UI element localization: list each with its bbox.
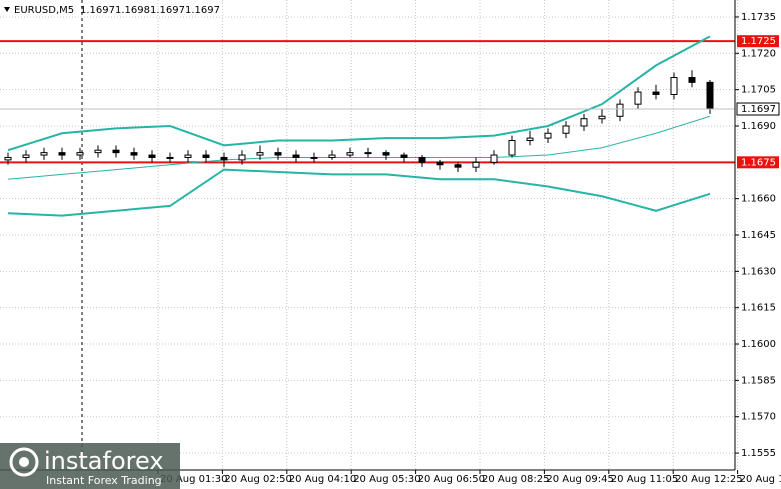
level-label-box <box>737 35 779 48</box>
grid <box>0 0 739 470</box>
watermark-logo-dot <box>19 457 29 467</box>
candle-body <box>76 152 84 156</box>
candle-body <box>148 154 156 158</box>
candle-body <box>220 156 228 161</box>
y-tick-label: 1.1735 <box>741 12 776 23</box>
candle-body <box>130 152 138 156</box>
candle-body <box>580 118 588 127</box>
candle-body <box>670 77 678 95</box>
candle-body <box>454 164 462 168</box>
header-values: 1.1697 1.1698 1.1697 1.1697 <box>80 5 220 16</box>
candle-body <box>544 132 552 139</box>
candle-body <box>598 115 606 120</box>
bollinger-band <box>7 115 711 180</box>
candle-body <box>436 161 444 166</box>
candle-body <box>238 154 246 161</box>
candle-body <box>40 152 48 156</box>
candle-body <box>4 156 12 161</box>
x-tick-label: 20 Aug 05:30 <box>353 474 420 485</box>
last-price-box <box>736 102 780 116</box>
candle-body <box>562 125 570 134</box>
axis-labels: 1.1735 1.1720 1.1705 1.1690 1.1660 1.1645 1.16… <box>157 12 781 485</box>
watermark: instaforex Instant Forex Trading <box>0 443 180 489</box>
x-tick-label: 20 Aug 02:50 <box>224 474 291 485</box>
candle-body <box>706 81 714 110</box>
candle-body <box>364 152 372 155</box>
x-tick-label: 20 Aug 08:25 <box>482 474 549 485</box>
candle-body <box>166 156 174 159</box>
symbol: EURUSD,M5 <box>14 5 74 16</box>
bollinger-band <box>7 35 711 152</box>
candle-body <box>616 103 624 117</box>
x-tick-label: 20 Aug 12:25 <box>675 474 742 485</box>
y-tick-label: 1.1720 <box>741 48 776 59</box>
candle-body <box>490 154 498 163</box>
y-tick-label: 1.1705 <box>741 85 776 96</box>
bollinger-band <box>7 168 711 217</box>
header-value: 1.1697 <box>185 5 220 16</box>
candle-body <box>58 152 66 156</box>
candle-body <box>688 77 696 83</box>
candle-body <box>346 152 354 156</box>
candle-body <box>328 154 336 158</box>
y-tick-label: 1.1630 <box>741 266 776 277</box>
watermark-logo <box>9 447 39 477</box>
candle-body <box>184 154 192 158</box>
y-tick-label: 1.1555 <box>741 448 776 459</box>
candle-body <box>508 140 516 156</box>
header-value: 1.1697 <box>80 5 115 16</box>
watermark-brand: instaforex <box>44 447 164 475</box>
x-tick-label: 20 Aug 11:05 <box>611 474 678 485</box>
candle-body <box>526 137 534 142</box>
candle-body <box>112 149 120 154</box>
y-tick-label: 1.1660 <box>741 194 776 205</box>
candle-body <box>310 156 318 159</box>
candle-body <box>292 154 300 158</box>
y-tick-label: 1.1615 <box>741 303 776 314</box>
candle-body <box>94 149 102 154</box>
x-tick-label: 20 Aug 09:45 <box>546 474 613 485</box>
y-tick-label: 1.1600 <box>741 339 776 350</box>
y-tick-label: 1.1570 <box>741 412 776 423</box>
plot <box>0 35 735 217</box>
candle-body <box>634 91 642 105</box>
y-tick-label: 1.1690 <box>741 121 776 132</box>
candle-body <box>382 152 390 156</box>
watermark-tagline: Instant Forex Trading <box>46 474 162 487</box>
x-tick-label: 20 Aug 04:10 <box>289 474 356 485</box>
x-tick-label: 20 Aug 01:30 <box>160 474 227 485</box>
header-value: 1.1698 <box>115 5 150 16</box>
y-tick-label: 1.1645 <box>741 230 776 241</box>
level-label-box <box>737 156 779 169</box>
x-tick-label: 20 Aug 06:50 <box>418 474 485 485</box>
candle-body <box>472 161 480 168</box>
candle-body <box>652 91 660 95</box>
candle-body <box>256 152 264 156</box>
level-label: 1.1725 <box>741 36 776 47</box>
candle-body <box>202 154 210 158</box>
last-price-label: 1.1697 <box>741 104 776 115</box>
menu-arrow <box>4 7 10 12</box>
candle-body <box>274 152 282 156</box>
header-value: 1.1697 <box>150 5 185 16</box>
candle-body <box>22 154 30 158</box>
candle-body <box>400 154 408 158</box>
candle-body <box>418 156 426 163</box>
x-tick-label: 20 Aug 13:45 <box>740 474 781 485</box>
y-tick-label: 1.1585 <box>741 375 776 386</box>
level-label: 1.1675 <box>741 157 776 168</box>
